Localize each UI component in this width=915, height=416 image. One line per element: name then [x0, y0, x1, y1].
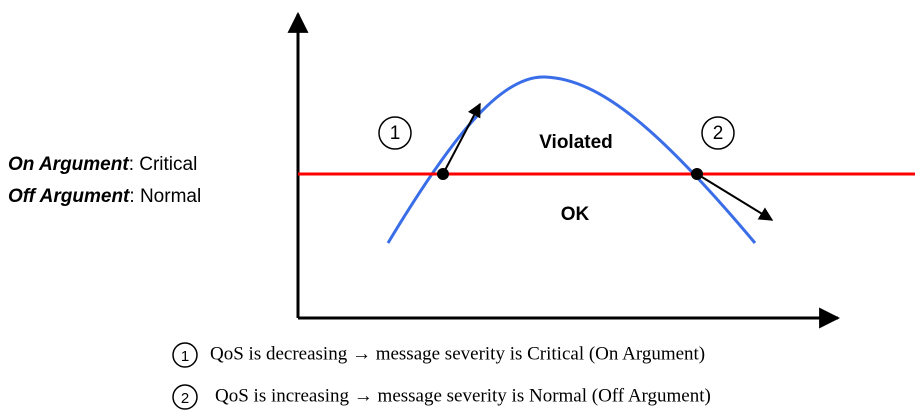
off-label: Off Argument: Normal	[8, 186, 201, 207]
arrow-up	[442, 102, 481, 175]
arrow-down	[696, 173, 774, 221]
qos-curve	[386, 75, 757, 244]
region-label: OK	[561, 204, 590, 225]
term: On Argument	[8, 154, 129, 175]
legend-marker: 1	[181, 348, 189, 365]
legend-marker: 2	[181, 390, 189, 407]
legend-text: QoS is increasing → message severity is …	[215, 385, 711, 406]
region-label: Violated	[539, 132, 613, 153]
marker-circle	[378, 116, 412, 150]
on-label: On Argument: Critical	[8, 154, 197, 175]
legend-circle	[172, 384, 198, 410]
legend-circle	[172, 342, 198, 368]
marker-label: 1	[390, 123, 401, 144]
crossing-point	[691, 168, 703, 180]
crossing-point	[437, 168, 449, 180]
state: : Normal	[129, 186, 201, 207]
term: Off Argument	[8, 186, 130, 207]
marker-circle	[701, 116, 735, 150]
legend-text: QoS is decreasing → message severity is …	[210, 343, 705, 364]
state: : Critical	[129, 154, 198, 175]
marker-label: 2	[713, 123, 724, 144]
